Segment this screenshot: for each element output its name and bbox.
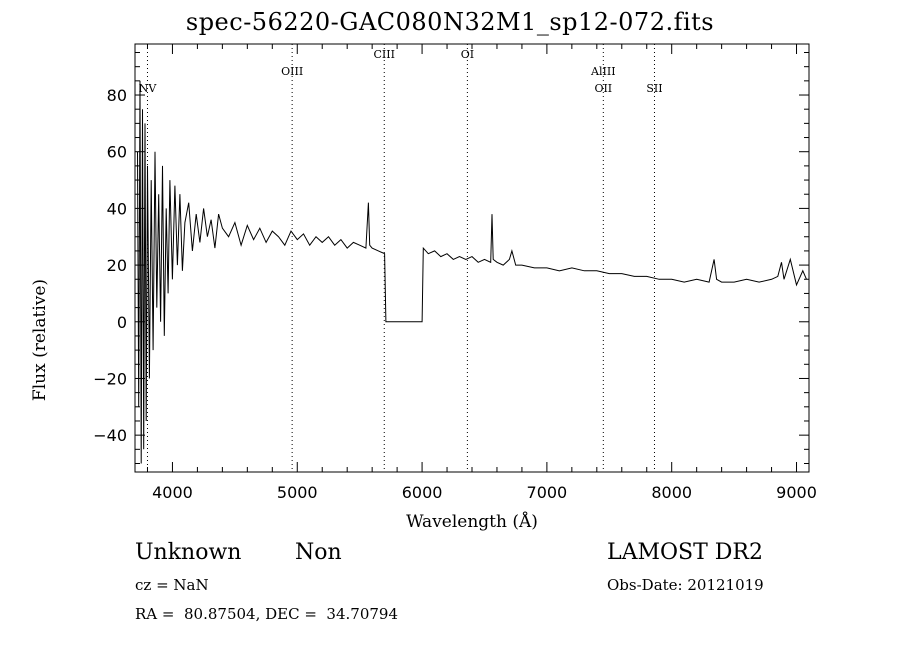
object-class: Unknown — [135, 540, 242, 565]
y-tick-label: −20 — [93, 369, 127, 388]
object-subclass: Non — [295, 540, 342, 565]
x-tick-label: 6000 — [402, 483, 443, 502]
axis-tick-labels: 4000 5000 6000 7000 8000 9000 −40 −20 0 20 40 60 80 — [93, 86, 817, 502]
line-label: AlIII — [590, 65, 616, 78]
line-label: OI — [461, 48, 474, 61]
y-tick-label: 60 — [107, 143, 127, 162]
sky-coordinates: RA = 80.87504, DEC = 34.70794 — [135, 605, 399, 623]
emission-line-markers — [146, 44, 655, 472]
x-axis-label: Wavelength (Å) — [406, 512, 538, 532]
observation-date: Obs-Date: 20121019 — [607, 576, 764, 594]
survey-name: LAMOST DR2 — [607, 540, 763, 565]
y-tick-label: 20 — [107, 256, 127, 275]
line-label: OII — [594, 82, 612, 95]
plot-frame — [134, 43, 810, 473]
emission-line-labels: OIII CIII OI AlIII OII SII NV — [139, 48, 663, 95]
y-tick-label: 0 — [117, 313, 127, 332]
line-label: NV — [139, 82, 158, 95]
y-tick-label: 40 — [107, 199, 127, 218]
x-tick-label: 5000 — [277, 483, 318, 502]
y-tick-label: −40 — [93, 426, 127, 445]
plot-axes — [134, 43, 810, 473]
y-tick-label: 80 — [107, 86, 127, 105]
chart-title: spec-56220-GAC080N32M1_sp12-072.fits — [185, 8, 715, 36]
x-tick-label: 4000 — [152, 483, 193, 502]
spectrum-series — [137, 80, 807, 464]
redshift-value: cz = NaN — [135, 576, 209, 594]
line-label: OIII — [281, 65, 303, 78]
y-axis-label: Flux (relative) — [30, 278, 50, 402]
x-tick-label: 8000 — [651, 483, 692, 502]
spectrum-line — [137, 80, 807, 464]
line-label: CIII — [374, 48, 395, 61]
axis-ticks — [135, 44, 809, 472]
line-label: SII — [646, 82, 662, 95]
x-tick-label: 7000 — [527, 483, 568, 502]
x-tick-label: 9000 — [776, 483, 817, 502]
